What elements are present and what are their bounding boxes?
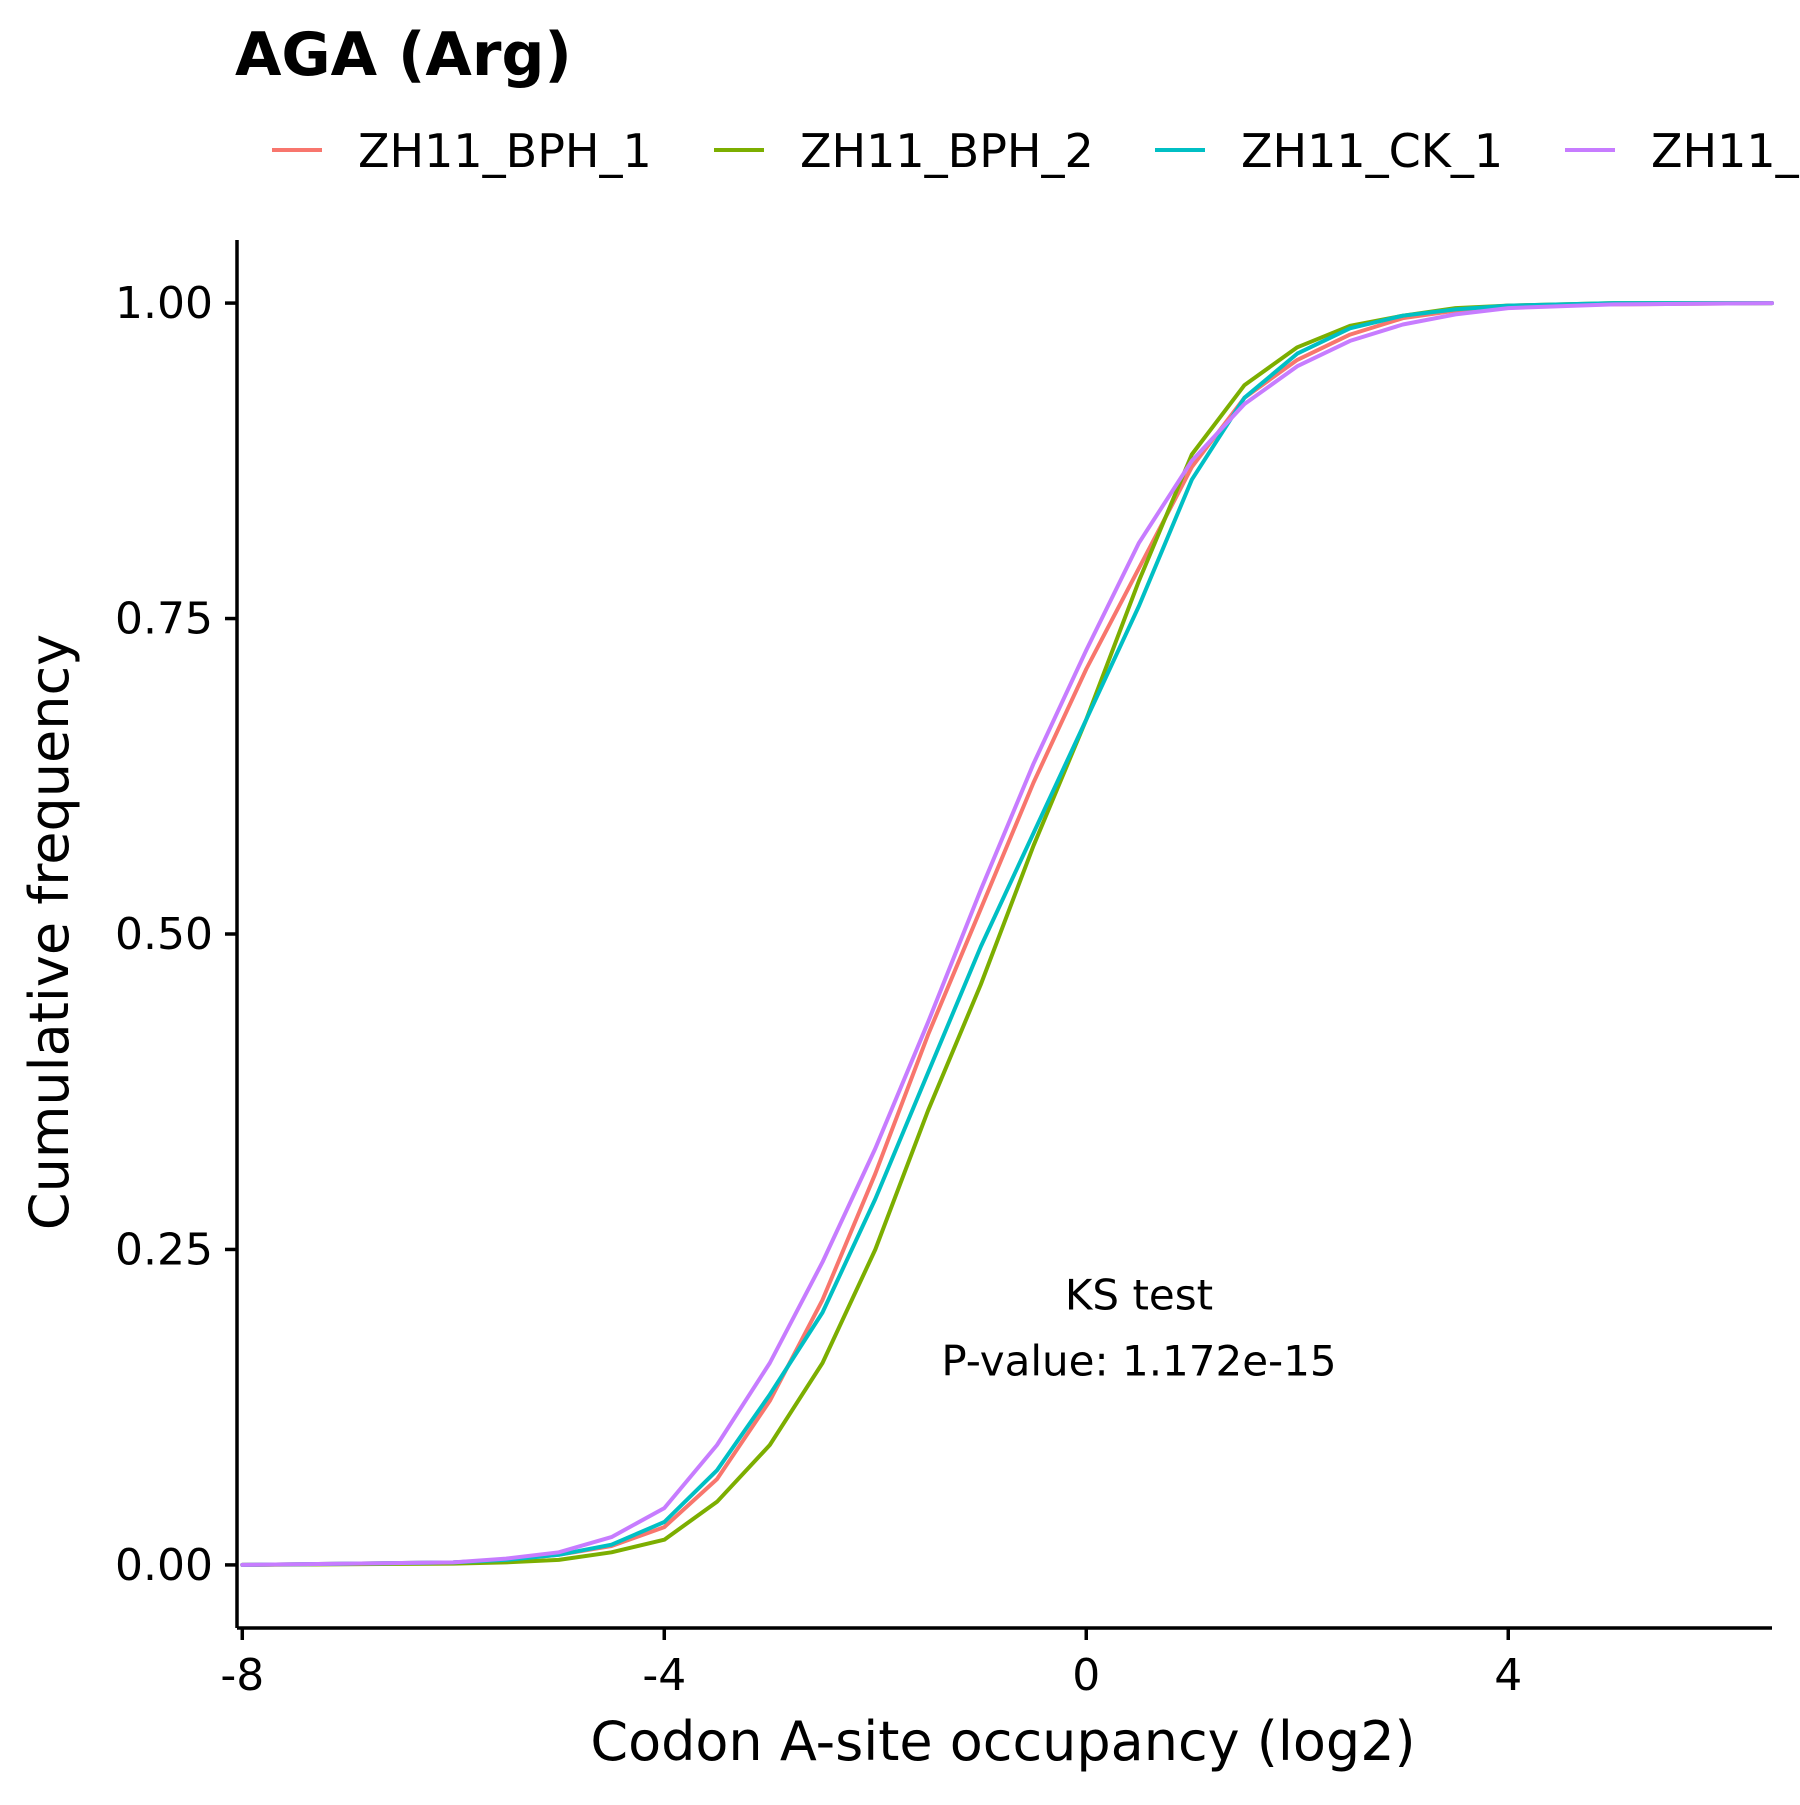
chart-title: AGA (Arg) xyxy=(235,20,572,90)
y-tick-label: 0.00 xyxy=(115,1540,213,1591)
ks-test-label: KS test xyxy=(1065,1271,1213,1320)
x-tick-label: 4 xyxy=(1494,1650,1522,1701)
y-axis-title: Cumulative frequency xyxy=(18,634,81,1230)
y-tick-label: 0.75 xyxy=(115,594,213,645)
y-tick-label: 1.00 xyxy=(115,278,213,329)
x-tick-label: -8 xyxy=(220,1650,264,1701)
series-line-zh11_ck_2 xyxy=(240,301,1774,1567)
series-line-zh11_ck_1 xyxy=(240,301,1774,1567)
p-value-label: P-value: 1.172e-15 xyxy=(941,1337,1336,1386)
y-ticks: 0.00 0.25 0.50 0.75 1.00 xyxy=(115,278,237,1591)
x-tick-label: -4 xyxy=(642,1650,686,1701)
legend: ZH11_BPH_1 ZH11_BPH_2 ZH11_CK_1 ZH11_CK_2 xyxy=(272,124,1800,178)
x-ticks: -8 -4 0 4 xyxy=(220,1628,1522,1701)
legend-label: ZH11_BPH_2 xyxy=(800,124,1094,178)
legend-label: ZH11_BPH_1 xyxy=(358,124,652,178)
y-tick-label: 0.50 xyxy=(115,909,213,960)
legend-label: ZH11_CK_2 xyxy=(1651,124,1800,178)
x-axis-title: Codon A-site occupancy (log2) xyxy=(590,1710,1415,1773)
legend-label: ZH11_CK_1 xyxy=(1241,124,1503,178)
plot-lines xyxy=(240,301,1774,1567)
y-tick-label: 0.25 xyxy=(115,1224,213,1275)
x-tick-label: 0 xyxy=(1072,1650,1100,1701)
